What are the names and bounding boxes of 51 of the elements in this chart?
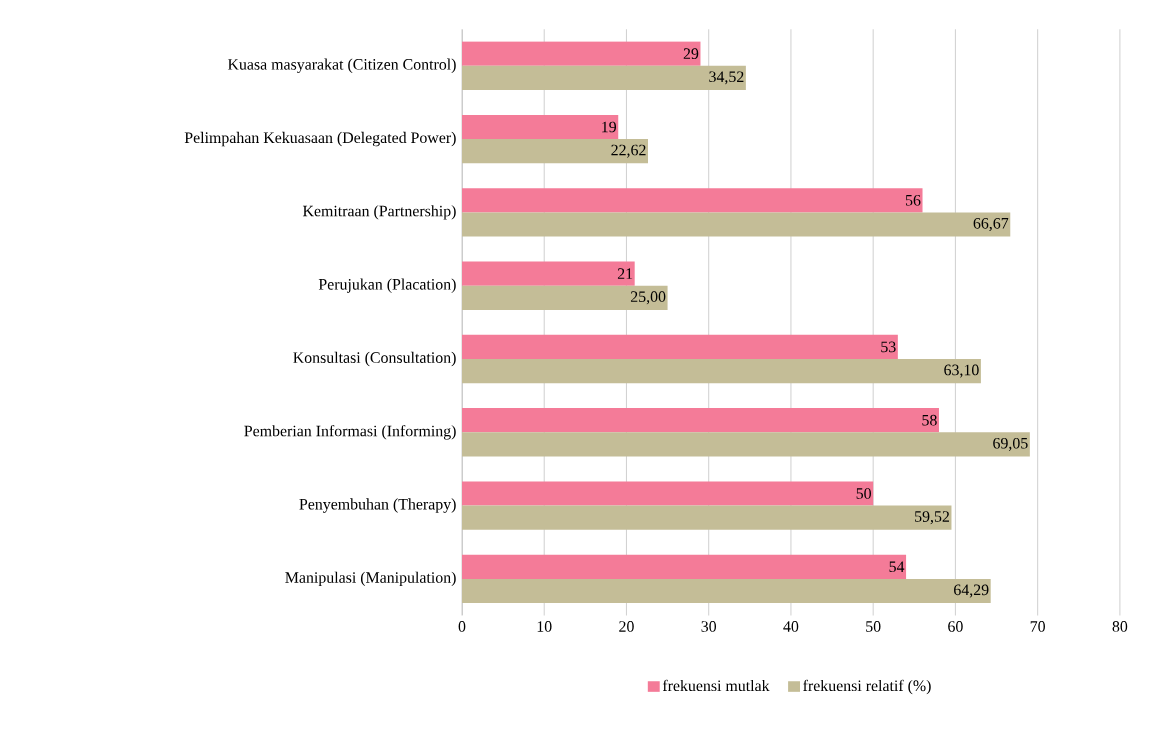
bar bbox=[461, 554, 907, 579]
bar bbox=[461, 285, 668, 310]
x-tick-label: 80 bbox=[1112, 620, 1128, 632]
x-tick-label: 60 bbox=[948, 620, 963, 632]
bar bbox=[461, 138, 649, 164]
data-label: 29 bbox=[683, 48, 699, 59]
legend-label: frekuensi mutlak bbox=[662, 679, 770, 691]
bar bbox=[461, 65, 746, 90]
y-tick-label: Perujukan (Placation) bbox=[318, 278, 456, 293]
y-tick-label: Kuasa masyarakat (Citizen Control) bbox=[227, 58, 456, 73]
x-tick-label: 50 bbox=[866, 620, 881, 632]
data-label: 64,29 bbox=[954, 584, 989, 598]
data-label: 50 bbox=[856, 488, 871, 499]
data-label: 63,10 bbox=[944, 364, 979, 378]
y-tick-label: Manipulasi (Manipulation) bbox=[285, 571, 456, 586]
data-label: 53 bbox=[881, 341, 896, 353]
y-tick-label: Konsultasi (Consultation) bbox=[293, 351, 456, 367]
bar bbox=[461, 407, 939, 433]
bar bbox=[461, 41, 701, 66]
bar bbox=[461, 578, 991, 603]
y-tick-label: Penyembuhan (Therapy) bbox=[299, 498, 456, 513]
legend-label: frekuensi relatif (%) bbox=[803, 679, 931, 695]
bar bbox=[461, 114, 619, 139]
bar bbox=[461, 261, 635, 286]
bar bbox=[461, 432, 1030, 457]
y-tick-label: Pelimpahan Kekuasaan (Delegated Power) bbox=[184, 131, 456, 147]
y-tick-label: Kemitraan (Partnership) bbox=[302, 205, 456, 220]
data-label: 19 bbox=[602, 121, 616, 133]
x-tick-label: 30 bbox=[701, 620, 717, 632]
bar bbox=[461, 505, 952, 530]
bar bbox=[461, 334, 898, 359]
data-label: 58 bbox=[922, 414, 937, 426]
data-label: 54 bbox=[889, 561, 905, 572]
data-label: 59,52 bbox=[915, 511, 949, 525]
data-label: 34,52 bbox=[709, 71, 744, 85]
x-tick-label: 70 bbox=[1030, 620, 1045, 632]
x-tick-label: 0 bbox=[458, 620, 466, 632]
x-tick-label: 40 bbox=[783, 620, 799, 632]
y-tick-label: Pemberian Informasi (Informing) bbox=[244, 424, 456, 440]
data-label: 56 bbox=[905, 194, 921, 206]
data-label: 22,62 bbox=[611, 144, 646, 158]
data-label: 21 bbox=[617, 268, 633, 279]
bar bbox=[461, 481, 874, 506]
data-label: 66,67 bbox=[973, 217, 1009, 231]
bar bbox=[461, 358, 981, 384]
data-label: 25,00 bbox=[630, 291, 666, 305]
x-tick-label: 20 bbox=[619, 620, 634, 632]
bar bbox=[461, 188, 923, 213]
x-tick-label: 10 bbox=[537, 620, 552, 632]
bar bbox=[461, 212, 1011, 237]
data-label: 69,05 bbox=[993, 437, 1028, 451]
